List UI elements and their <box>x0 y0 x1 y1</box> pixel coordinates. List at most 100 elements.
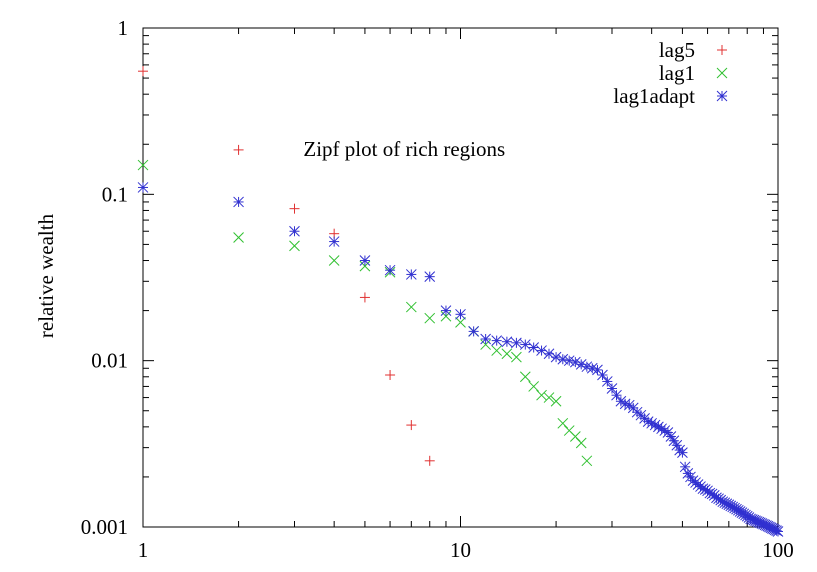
marker-stroke <box>611 389 622 401</box>
x-axis: 1 10 100 <box>138 28 794 562</box>
marker-stroke <box>597 369 608 381</box>
marker-stroke <box>619 398 631 410</box>
marker-stroke <box>519 371 531 383</box>
series-lag1 <box>137 159 593 467</box>
legend-label-lag1adapt: lag1adapt <box>613 84 695 108</box>
marker-stroke <box>581 455 593 467</box>
data-point-lag1adapt <box>772 526 784 537</box>
marker-stroke <box>668 435 680 447</box>
marker-stroke <box>536 389 547 401</box>
data-point-lag1 <box>501 348 513 360</box>
data-point-lag1 <box>528 381 540 392</box>
data-point-lag1adapt <box>455 308 466 320</box>
marker-stroke <box>455 316 466 328</box>
data-point-lag1 <box>405 301 417 313</box>
data-point-lag1adapt <box>424 271 436 282</box>
marker-stroke <box>711 492 722 504</box>
marker-stroke <box>725 500 737 512</box>
marker-stroke <box>717 496 729 508</box>
data-point-lag1 <box>455 316 466 328</box>
data-point-lag1adapt <box>677 447 688 458</box>
marker-stroke <box>405 301 417 313</box>
marker-stroke <box>543 348 555 360</box>
data-point-lag1 <box>440 310 452 322</box>
x-tick-label: 100 <box>762 538 794 562</box>
data-point-lag1 <box>137 159 149 171</box>
marker-stroke <box>592 364 603 376</box>
y-tick-label: 0.1 <box>102 182 128 206</box>
data-point-lag1adapt <box>480 333 491 345</box>
legend-label-lag1: lag1 <box>659 61 695 85</box>
marker-stroke <box>405 269 417 280</box>
series-lag1adapt <box>137 182 784 537</box>
marker-stroke <box>601 376 613 387</box>
data-point-lag1 <box>233 232 244 243</box>
data-point-lag5 <box>359 292 370 303</box>
marker-stroke <box>536 345 547 356</box>
marker-stroke <box>615 395 627 407</box>
marker-stroke <box>677 447 688 458</box>
marker-stroke <box>289 240 300 252</box>
marker-stroke <box>384 264 396 276</box>
data-point-lag1adapt <box>289 225 300 237</box>
data-point-lag1adapt <box>511 337 522 349</box>
marker-stroke <box>631 406 643 418</box>
marker-stroke <box>519 339 531 350</box>
data-point-lag1adapt <box>384 264 396 276</box>
marker-stroke <box>649 419 661 431</box>
series-lag5 <box>138 66 435 466</box>
marker-stroke <box>729 502 740 514</box>
marker-stroke <box>721 498 733 510</box>
data-point-lag1adapt <box>611 389 622 401</box>
data-point-lag1adapt <box>679 461 691 473</box>
marker-stroke <box>772 526 784 537</box>
marker-stroke <box>480 339 491 350</box>
marker-stroke <box>563 425 575 436</box>
y-tick-label: 0.01 <box>91 349 128 373</box>
data-point-lag1adapt <box>440 305 452 316</box>
data-point-lag5 <box>424 455 435 466</box>
marker-stroke <box>424 312 436 324</box>
data-point-lag1adapt <box>328 236 340 247</box>
marker-stroke <box>731 503 742 515</box>
marker-stroke <box>440 305 452 316</box>
marker-stroke <box>328 255 340 266</box>
data-point-lag1 <box>575 437 587 449</box>
marker-stroke <box>289 225 300 237</box>
marker-stroke <box>682 468 694 479</box>
marker-stroke <box>543 392 555 403</box>
data-point-lag1 <box>359 260 371 272</box>
data-point-lag1adapt <box>501 336 513 348</box>
marker-stroke <box>727 501 739 513</box>
marker-stroke <box>662 427 674 438</box>
marker-stroke <box>685 471 696 483</box>
data-point-lag1 <box>536 389 547 401</box>
marker-stroke <box>719 497 731 509</box>
data-point-lag1adapt <box>468 326 479 337</box>
marker-stroke <box>646 417 658 429</box>
data-point-lag1adapt <box>519 339 531 350</box>
marker-stroke <box>359 255 371 266</box>
marker-stroke <box>328 236 340 247</box>
marker-stroke <box>557 417 569 429</box>
marker-stroke <box>586 362 598 374</box>
data-point-lag1adapt <box>601 376 613 387</box>
data-point-lag1 <box>511 351 522 363</box>
data-point-lag1 <box>491 345 503 356</box>
marker-stroke <box>455 308 466 320</box>
marker-stroke <box>233 232 244 243</box>
marker-stroke <box>653 421 664 433</box>
marker-stroke <box>665 431 677 442</box>
marker-stroke <box>468 326 479 337</box>
marker-stroke <box>699 484 711 495</box>
data-point-lag1 <box>543 392 555 403</box>
legend-label-lag5: lag5 <box>659 38 695 62</box>
data-point-lag1 <box>424 312 436 324</box>
data-point-lag1adapt <box>405 269 417 280</box>
marker-stroke <box>569 356 581 368</box>
series-layer <box>137 66 784 537</box>
marker-stroke <box>491 335 503 346</box>
marker-stroke <box>623 399 635 411</box>
marker-stroke <box>137 182 149 193</box>
